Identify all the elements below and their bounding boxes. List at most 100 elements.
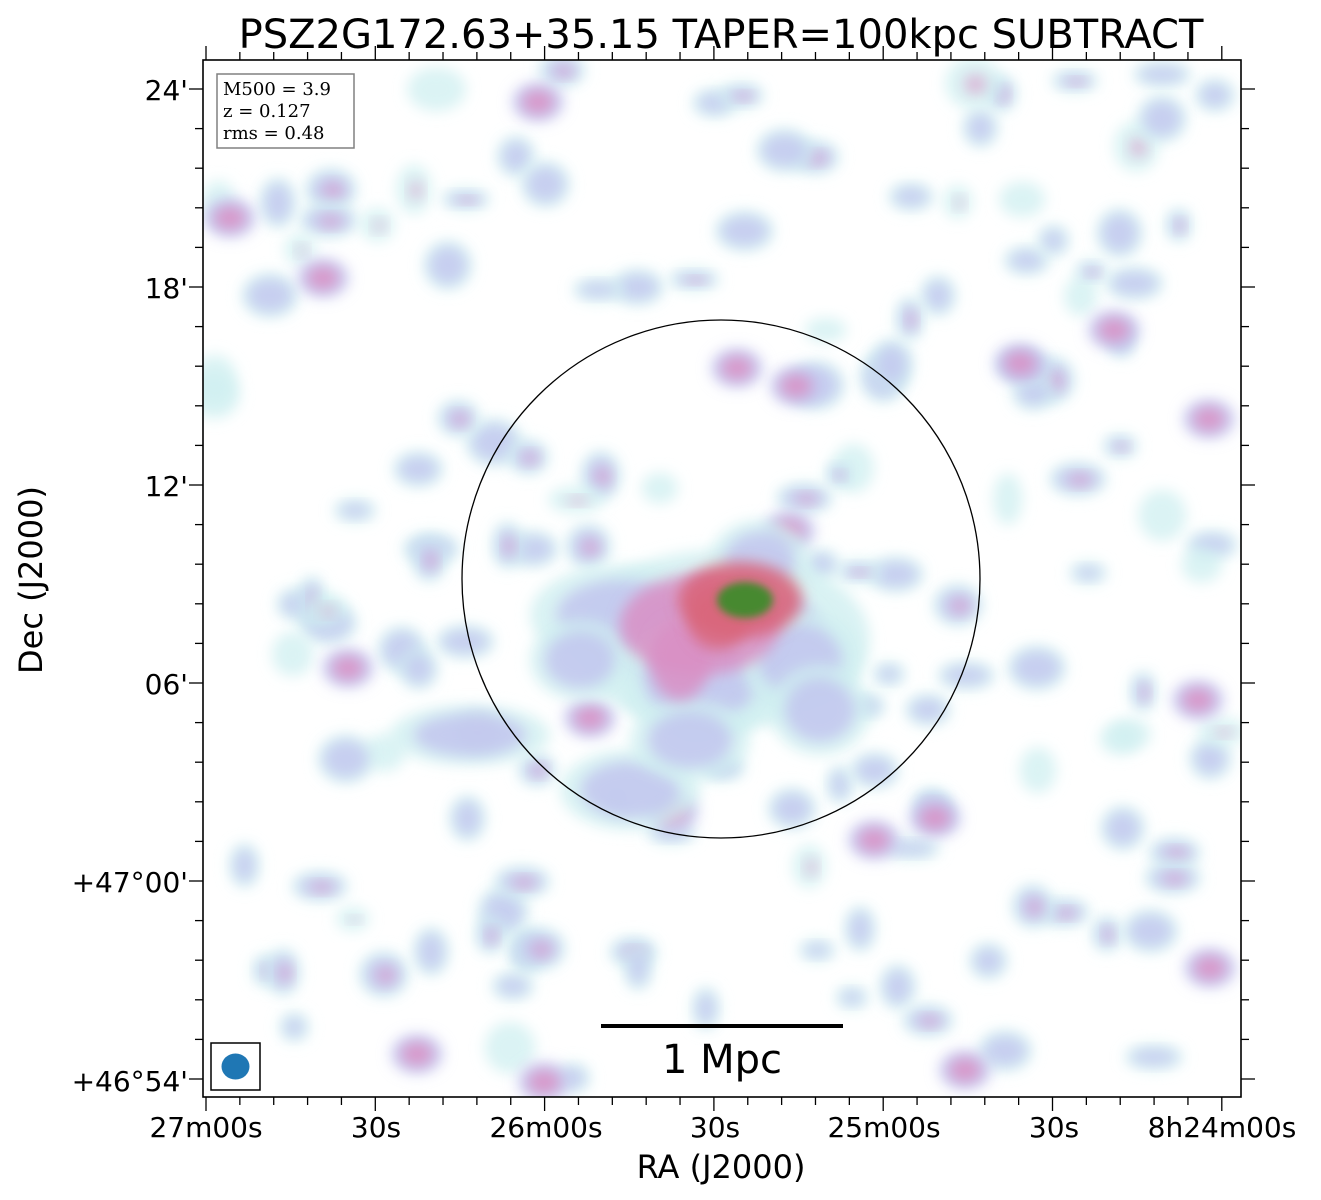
emission-blob	[414, 714, 526, 756]
y-tick-label: +47°00'	[72, 866, 188, 899]
emission-blob	[1214, 728, 1234, 737]
emission-blob	[429, 246, 467, 285]
emission-blob	[1101, 213, 1138, 253]
emission-blob	[454, 800, 481, 836]
emission-blob	[648, 712, 732, 768]
emission-blob	[1163, 873, 1187, 885]
emission-blob	[271, 631, 314, 677]
y-tick-label: 18'	[145, 272, 188, 305]
emission-blob	[721, 356, 753, 380]
emission-blob	[686, 277, 706, 284]
emission-blob	[1109, 718, 1152, 750]
plot-frame	[202, 59, 1242, 1098]
emission-blob	[1181, 546, 1222, 583]
x-tick-label: 25m00s	[827, 1111, 940, 1144]
scale-bar-label: 1 Mpc	[662, 1037, 782, 1083]
y-tick-labels: 24' 18' 12' 06' +47°00' +46°54'	[72, 74, 188, 1098]
emission-blob	[284, 1017, 304, 1037]
emission-blob	[307, 266, 339, 290]
emission-blob	[919, 806, 951, 830]
emission-blob	[1088, 269, 1099, 276]
info-m500: M500 = 3.9	[223, 79, 331, 100]
emission-blob	[398, 456, 438, 482]
emission-blob	[471, 424, 517, 461]
emission-blob	[873, 561, 919, 587]
plot-title: PSZ2G172.63+35.15 TAPER=100kpc SUBTRACT	[239, 12, 1204, 58]
emission-blob	[974, 948, 1003, 974]
emission-blob	[574, 706, 606, 730]
emission-blob	[555, 65, 573, 77]
emission-blob	[531, 941, 552, 958]
x-tick-label: 30s	[351, 1111, 401, 1144]
emission-blob	[1055, 908, 1076, 918]
emission-blob	[247, 278, 293, 313]
emission-blob	[805, 859, 817, 876]
info-redshift: z = 0.127	[223, 101, 311, 122]
emission-blob	[697, 992, 715, 1025]
axis-ticks	[189, 46, 1255, 1111]
emission-blob	[889, 842, 935, 855]
emission-blob	[841, 990, 864, 1005]
emission-blob	[264, 183, 292, 223]
emission-blob	[425, 551, 438, 569]
emission-blob	[318, 215, 343, 228]
emission-blob	[581, 538, 600, 556]
scale-bar: 1 Mpc	[601, 1024, 843, 1083]
emission-blob	[502, 141, 530, 172]
emission-blob	[1138, 489, 1187, 542]
emission-blob	[650, 620, 710, 700]
emission-blob	[458, 197, 478, 204]
emission-blob	[1013, 650, 1061, 685]
emission-blob	[1140, 685, 1150, 701]
emission-blob	[523, 452, 538, 465]
emission-blob	[1063, 276, 1098, 317]
emission-blob	[804, 317, 847, 343]
info-box: M500 = 3.9 z = 0.127 rms = 0.48	[216, 73, 355, 149]
y-tick-label: +46°54'	[72, 1065, 188, 1098]
emission-blob	[1067, 78, 1086, 86]
emission-blob	[1074, 566, 1102, 579]
info-rms: rms = 0.48	[223, 123, 325, 144]
emission-blob	[964, 74, 987, 95]
x-tick-label: 8h24m00s	[1148, 1111, 1297, 1144]
emission-blob	[849, 911, 871, 947]
emission-blob	[484, 1021, 536, 1074]
emission-blob	[322, 182, 344, 199]
emission-blob	[407, 67, 467, 112]
emission-blob	[925, 280, 951, 311]
emission-blob	[528, 1070, 560, 1094]
emission-blob	[858, 828, 890, 852]
emission-blob	[983, 1035, 1027, 1066]
emission-blob	[785, 678, 855, 742]
r500-circle	[461, 319, 981, 839]
emission-blob	[1019, 747, 1057, 794]
emission-blob	[831, 770, 849, 799]
emission-blob	[566, 496, 589, 505]
emission-blob	[1042, 229, 1064, 251]
radio-emission	[203, 60, 1241, 1097]
x-tick-labels: 27m00s 30s 26m00s 30s 25m00s 30s 8h24m00…	[149, 1111, 1296, 1144]
x-axis-label: RA (J2000)	[637, 1148, 806, 1186]
emission-blob	[310, 882, 334, 893]
beam-ellipse	[221, 1053, 250, 1080]
emission-blob	[893, 187, 929, 206]
x-tick-label: 30s	[690, 1111, 740, 1144]
y-tick-label: 06'	[145, 668, 188, 701]
emission-blob	[1098, 318, 1130, 342]
emission-blob	[955, 197, 965, 209]
emission-blob	[512, 877, 536, 888]
emission-blob	[1004, 351, 1036, 375]
emission-blob	[1106, 811, 1140, 845]
emission-blob	[373, 220, 385, 232]
emission-blob	[332, 656, 364, 680]
emission-blob	[497, 977, 529, 995]
emission-blob	[297, 245, 307, 256]
emission-blob	[1193, 407, 1225, 431]
emission-blob	[404, 653, 433, 684]
emission-blob	[907, 311, 917, 328]
beam-indicator	[210, 1042, 261, 1091]
emission-blob	[323, 740, 369, 778]
emission-blob	[452, 412, 469, 426]
emission-blob	[1176, 220, 1185, 232]
